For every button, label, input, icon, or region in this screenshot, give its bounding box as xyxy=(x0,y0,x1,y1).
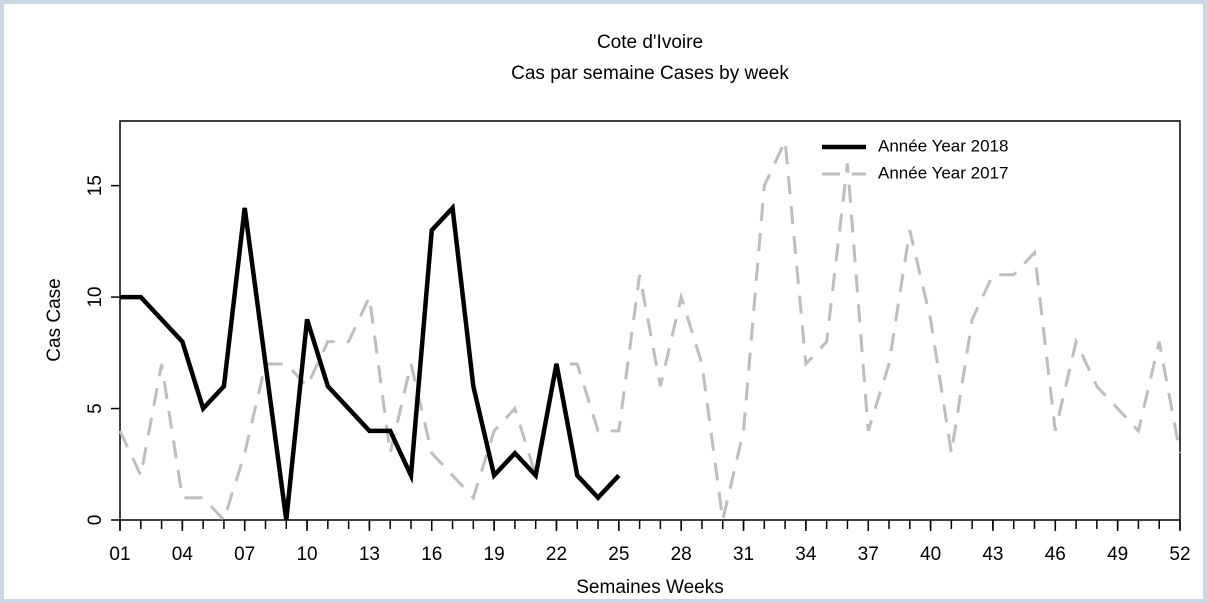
x-tick-label: 28 xyxy=(671,544,692,565)
x-tick-label: 52 xyxy=(1169,544,1190,565)
chart-title: Cote d'Ivoire xyxy=(597,32,703,53)
y-axis-label: Cas Case xyxy=(44,278,65,361)
y-tick-label: 15 xyxy=(85,175,106,196)
x-tick-label: 13 xyxy=(359,544,380,565)
x-tick-label: 19 xyxy=(484,544,505,565)
y-tick-label: 5 xyxy=(85,403,106,414)
x-tick-label: 46 xyxy=(1045,544,1066,565)
x-tick-label: 31 xyxy=(733,544,754,565)
x-tick-label: 34 xyxy=(795,544,817,565)
x-tick-label: 10 xyxy=(296,544,317,565)
x-tick-label: 16 xyxy=(421,544,442,565)
x-tick-label: 37 xyxy=(858,544,879,565)
x-tick-label: 01 xyxy=(109,544,130,565)
x-tick-label: 22 xyxy=(546,544,567,565)
series-line xyxy=(118,135,1182,523)
x-tick-label: 07 xyxy=(234,544,255,565)
y-tick-label: 0 xyxy=(85,515,106,526)
legend-label: Année Year 2017 xyxy=(878,163,1008,182)
y-tick-label: 10 xyxy=(85,287,106,308)
plot-frame xyxy=(119,120,1181,521)
x-tick-label: 40 xyxy=(920,544,941,565)
x-tick-label: 25 xyxy=(608,544,629,565)
x-tick-label: 43 xyxy=(982,544,1003,565)
x-axis-label: Semaines Weeks xyxy=(576,577,724,598)
chart-subtitle: Cas par semaine Cases by week xyxy=(511,63,789,84)
legend-label: Année Year 2018 xyxy=(878,136,1008,155)
series-line xyxy=(120,202,621,521)
x-tick-label: 49 xyxy=(1107,544,1128,565)
x-tick-label: 04 xyxy=(172,544,194,565)
